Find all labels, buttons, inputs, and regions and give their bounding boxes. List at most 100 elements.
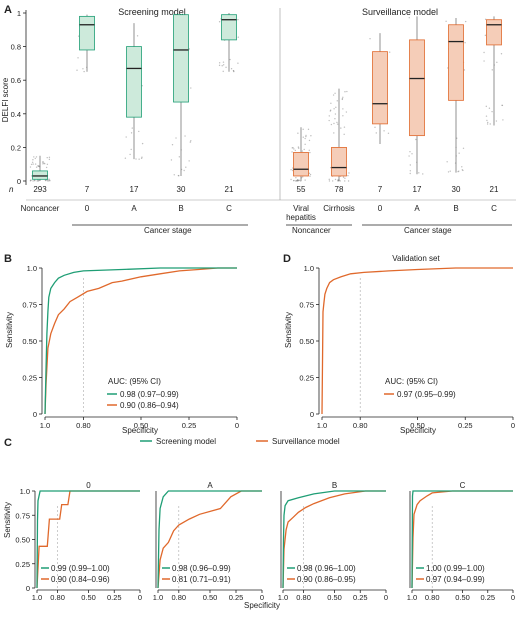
surveillance-point xyxy=(461,166,463,168)
screening-point xyxy=(237,36,239,38)
surveillance-point xyxy=(463,69,466,71)
c-facet-1-x-tick-label: 0.80 xyxy=(171,593,186,602)
surveillance-point xyxy=(449,170,451,172)
c-facet-0-auc-surveillance: 0.90 (0.84–0.96) xyxy=(51,575,110,584)
d-y-tick-label: 0.75 xyxy=(299,301,314,310)
surveillance-n-count: 78 xyxy=(335,185,344,194)
surveillance-point xyxy=(491,69,493,71)
c-facet-0-x-tick-label: 0 xyxy=(138,593,142,602)
surveillance-point xyxy=(309,175,311,177)
surveillance-point xyxy=(302,176,304,178)
c-facet-3-x-tick-label: 0.25 xyxy=(480,593,495,602)
c-facet-3-x-tick-label: 0.80 xyxy=(425,593,440,602)
screening-point xyxy=(43,162,45,164)
surveillance-point xyxy=(330,123,333,126)
c-facet-0-y-tick-label: 0.25 xyxy=(15,560,30,569)
surveillance-point xyxy=(483,60,485,62)
screening-category-label: B xyxy=(178,204,183,213)
surveillance-point xyxy=(489,123,491,125)
surveillance-point xyxy=(333,122,335,125)
surveillance-noncancer-label: Noncancer xyxy=(292,226,331,235)
surveillance-point xyxy=(387,132,390,134)
c-facet-0-title: 0 xyxy=(86,481,91,490)
surveillance-point xyxy=(341,98,344,101)
c-facet-3-title: C xyxy=(460,481,466,490)
d-y-tick-label: 1.0 xyxy=(304,264,314,273)
screening-point xyxy=(178,175,180,177)
surveillance-point xyxy=(418,172,420,174)
surveillance-point xyxy=(484,18,487,21)
b-y-tick-label: 0.25 xyxy=(22,374,37,383)
surveillance-point xyxy=(485,115,488,117)
c-facet-0-x-tick-label: 0.50 xyxy=(81,593,96,602)
d-x-tick-label: 1.0 xyxy=(317,421,327,430)
surveillance-point xyxy=(290,168,292,171)
surveillance-point xyxy=(342,96,344,98)
surveillance-category-label: C xyxy=(491,204,497,213)
screening-point xyxy=(171,143,174,146)
panel-a-plot: 0 0.2 0.4 0.6 0.8 1 293 7 17 30 21 55 78 7 17 30 21 Nonca… xyxy=(11,8,516,226)
screening-point xyxy=(33,179,36,182)
surveillance-point xyxy=(302,128,304,131)
c-facet-3-surveillance-roc-curve xyxy=(411,490,513,589)
b-x-tick-label: 0.25 xyxy=(182,421,197,430)
screening-point xyxy=(141,156,143,158)
d-y-tick-label: 0.25 xyxy=(299,374,314,383)
surveillance-point xyxy=(291,151,293,153)
n-label: n xyxy=(9,185,14,194)
surveillance-n-count: 21 xyxy=(490,185,499,194)
surveillance-point xyxy=(298,179,300,182)
panel-d-plot: 0 0.25 0.50 0.75 1.0 1.0 0.80 0.50 0.25 0 xyxy=(299,264,515,430)
panel-label-c: C xyxy=(4,437,12,449)
surveillance-point xyxy=(486,123,489,125)
surveillance-point xyxy=(344,91,346,93)
surveillance-category-label: Viral xyxy=(293,204,309,213)
screening-point xyxy=(78,35,80,37)
screening-point xyxy=(218,64,221,67)
c-facet-1-auc-surveillance: 0.81 (0.71–0.91) xyxy=(172,575,231,584)
c-facet-1-auc-screening: 0.98 (0.96–0.99) xyxy=(172,564,231,573)
screening-point xyxy=(34,157,36,160)
surveillance-point xyxy=(342,108,344,110)
c-facet-1-x-tick-label: 0 xyxy=(260,593,264,602)
screening-point xyxy=(222,70,224,73)
screening-n-count: 30 xyxy=(177,185,186,194)
surveillance-point xyxy=(290,178,292,181)
surveillance-point xyxy=(305,135,307,138)
surveillance-point xyxy=(411,153,413,155)
a-y-axis-label: DELFI score xyxy=(1,77,10,122)
screening-point xyxy=(190,87,192,89)
screening-n-count: 21 xyxy=(225,185,234,194)
a-y-tick-label: 0.6 xyxy=(11,76,21,85)
surveillance-point xyxy=(328,180,331,182)
surveillance-point xyxy=(302,136,304,138)
screening-point xyxy=(173,174,175,176)
surveillance-point xyxy=(334,92,336,94)
screening-box xyxy=(221,14,237,41)
surveillance-point xyxy=(297,132,299,134)
surveillance-point xyxy=(484,34,487,37)
c-facet-1-x-tick-label: 0.25 xyxy=(229,593,244,602)
screening-point xyxy=(35,156,38,158)
c-facet-1-surveillance-roc-curve xyxy=(157,490,262,589)
c-facet-0-auc-screening: 0.99 (0.99–1.00) xyxy=(51,564,110,573)
screening-point xyxy=(32,159,34,161)
screening-box xyxy=(79,15,95,51)
screening-point xyxy=(188,160,190,162)
b-y-tick-label: 0 xyxy=(33,410,37,419)
screening-box xyxy=(32,170,48,180)
surveillance-point xyxy=(333,108,335,110)
surveillance-point xyxy=(343,133,345,136)
surveillance-title: Surveillance model xyxy=(362,7,438,17)
a-y-tick-label: 1 xyxy=(17,9,21,18)
surveillance-point xyxy=(304,179,306,181)
screening-point xyxy=(129,153,131,156)
c-facet-2-surveillance-roc-curve xyxy=(282,490,386,589)
screening-point xyxy=(29,180,32,182)
surveillance-point xyxy=(329,109,332,111)
surveillance-point xyxy=(336,100,338,102)
screening-point xyxy=(237,62,239,64)
surveillance-point xyxy=(461,169,464,171)
screening-n-count: 7 xyxy=(85,185,90,194)
screening-point xyxy=(130,148,132,151)
